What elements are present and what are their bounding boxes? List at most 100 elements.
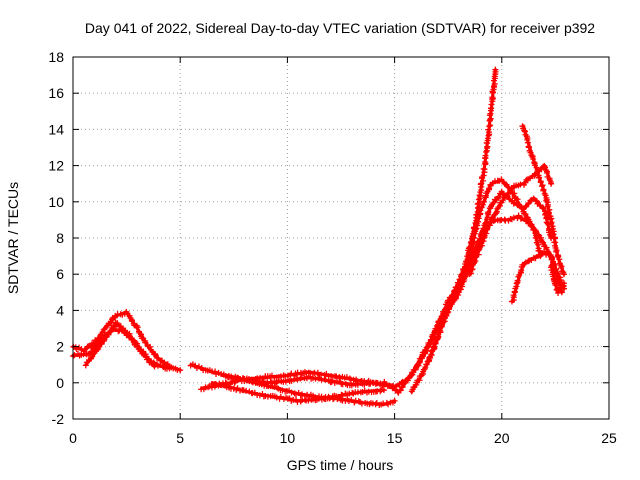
- series-track-6: [208, 380, 387, 405]
- data-point: [134, 324, 141, 331]
- data-point: [517, 203, 524, 210]
- data-point: [488, 101, 495, 108]
- data-point: [542, 164, 549, 171]
- data-point: [328, 378, 335, 385]
- data-points: [70, 66, 567, 408]
- data-point: [89, 353, 96, 360]
- data-point: [552, 282, 559, 289]
- data-point: [101, 325, 108, 332]
- data-point: [294, 376, 301, 383]
- data-point: [147, 343, 154, 350]
- data-point: [560, 271, 567, 278]
- data-point: [486, 123, 493, 130]
- data-point: [560, 280, 567, 287]
- data-point: [315, 374, 322, 381]
- data-point: [372, 401, 379, 408]
- data-point: [522, 179, 529, 186]
- data-point: [548, 180, 555, 187]
- data-point: [522, 204, 529, 211]
- data-point: [521, 260, 528, 267]
- data-point: [157, 361, 164, 368]
- data-point: [116, 323, 123, 330]
- data-point: [525, 258, 532, 265]
- data-point: [553, 248, 560, 255]
- y-tick-label: 18: [48, 49, 64, 65]
- x-tick-label: 0: [69, 430, 77, 446]
- series-track-1: [70, 308, 184, 374]
- data-point: [548, 256, 555, 263]
- y-axis-label: SDTVAR / TECUs: [5, 182, 21, 294]
- data-point: [510, 292, 517, 299]
- data-point: [485, 209, 492, 216]
- x-axis-label: GPS time / hours: [287, 457, 394, 473]
- data-point: [121, 327, 128, 334]
- data-point: [114, 320, 121, 327]
- data-point: [483, 230, 490, 237]
- data-point: [412, 366, 419, 373]
- series-track-10: [408, 212, 565, 395]
- data-point: [499, 197, 506, 204]
- y-tick-label: 16: [48, 85, 64, 101]
- data-point: [275, 377, 282, 384]
- data-point: [177, 367, 184, 374]
- data-point: [479, 201, 486, 208]
- data-point: [477, 231, 484, 238]
- data-point: [484, 225, 491, 232]
- data-point: [455, 289, 462, 296]
- y-tick-label: 2: [56, 339, 64, 355]
- y-tick-label: 8: [56, 230, 64, 246]
- data-point: [431, 343, 438, 350]
- data-point: [101, 336, 108, 343]
- series-track-7: [220, 371, 409, 391]
- data-point: [532, 255, 539, 262]
- data-point: [445, 308, 452, 315]
- x-tick-label: 5: [176, 430, 184, 446]
- data-point: [475, 247, 482, 254]
- data-point: [515, 212, 522, 219]
- data-point: [536, 174, 543, 181]
- data-point: [277, 393, 284, 400]
- y-tick-label: 10: [48, 194, 64, 210]
- data-point: [480, 165, 487, 172]
- data-point: [539, 204, 546, 211]
- data-point: [391, 397, 398, 404]
- data-point: [250, 376, 257, 383]
- data-point: [369, 379, 376, 386]
- data-point: [507, 188, 514, 195]
- data-point: [558, 265, 565, 272]
- y-tick-label: -2: [52, 411, 65, 427]
- x-tick-label: 15: [387, 430, 403, 446]
- data-point: [495, 193, 502, 200]
- data-point: [343, 374, 350, 381]
- data-point: [540, 187, 547, 194]
- data-point: [477, 207, 484, 214]
- chart-title: Day 041 of 2022, Sidereal Day-to-day VTE…: [85, 20, 595, 36]
- data-point: [534, 169, 541, 176]
- y-tick-label: 12: [48, 158, 64, 174]
- data-point: [404, 377, 411, 384]
- series-track-11: [423, 188, 555, 368]
- data-point: [540, 205, 547, 212]
- data-point: [267, 378, 274, 385]
- data-point: [467, 270, 474, 277]
- data-point: [476, 192, 483, 199]
- data-point: [528, 223, 535, 230]
- data-point: [472, 226, 479, 233]
- data-point: [107, 328, 114, 335]
- series-track-3: [82, 319, 158, 370]
- data-point: [288, 389, 295, 396]
- data-point: [530, 155, 537, 162]
- data-point: [82, 362, 89, 369]
- data-point: [423, 361, 430, 368]
- data-point: [475, 218, 482, 225]
- data-point: [394, 388, 401, 395]
- data-point: [550, 231, 557, 238]
- y-tick-label: 14: [48, 121, 64, 137]
- data-point: [491, 80, 498, 87]
- y-tick-label: 0: [56, 375, 64, 391]
- data-point: [480, 198, 487, 205]
- data-point: [166, 365, 173, 372]
- data-point: [504, 183, 511, 190]
- x-tick-label: 25: [601, 430, 617, 446]
